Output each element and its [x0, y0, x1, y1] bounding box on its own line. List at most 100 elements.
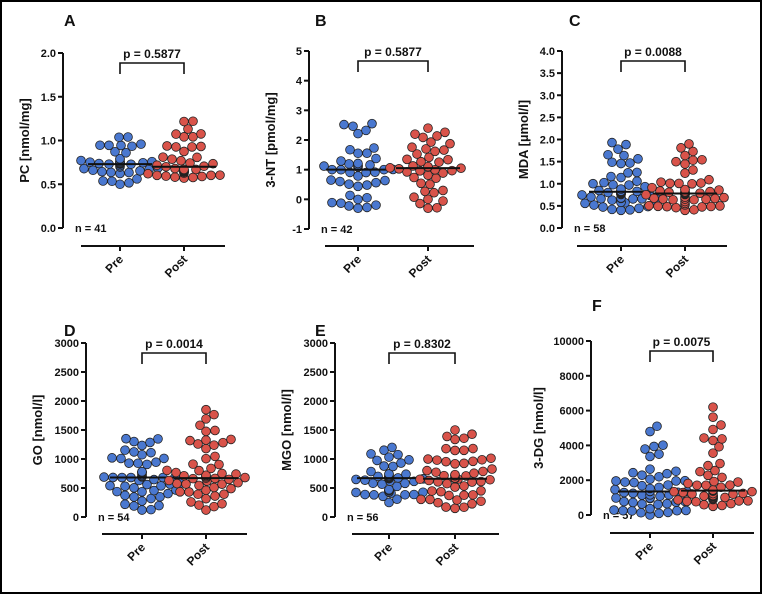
data-point-pre	[636, 507, 646, 518]
data-point-pre	[344, 201, 354, 211]
data-point-pre	[137, 486, 147, 497]
panel-label: D	[64, 323, 76, 340]
data-point-pre	[577, 190, 587, 200]
panel-label: E	[315, 323, 326, 340]
y-tick-label: 5	[296, 46, 302, 58]
significance-bracket	[141, 352, 207, 364]
data-point-pre	[645, 426, 655, 437]
y-tick-label: 1.5	[41, 92, 56, 104]
data-point-pre	[621, 139, 631, 150]
y-tick-label: 2000	[560, 475, 584, 487]
data-point-post	[687, 489, 697, 499]
data-point-post	[188, 459, 198, 469]
data-point-pre	[681, 505, 691, 516]
data-point-post	[217, 479, 227, 489]
data-point-post	[226, 483, 236, 494]
data-point-post	[431, 467, 441, 478]
data-point-pre	[619, 496, 629, 507]
y-tick-label: 1500	[55, 425, 79, 437]
data-point-post	[206, 170, 216, 181]
x-tick-label-pre: Pre	[604, 252, 628, 276]
data-point-post	[410, 129, 420, 139]
data-point-post	[440, 127, 450, 138]
data-point-post	[193, 489, 203, 500]
data-point-pre	[107, 453, 117, 463]
data-point-post	[438, 168, 448, 178]
data-point-pre	[388, 461, 398, 472]
data-point-pre	[392, 494, 402, 505]
data-point-pre	[146, 447, 156, 458]
data-point-post	[671, 202, 681, 213]
data-point-pre	[627, 506, 637, 516]
data-point-post	[217, 498, 227, 509]
data-point-post	[459, 433, 469, 444]
data-point-pre	[628, 488, 638, 499]
data-point-post	[432, 202, 442, 213]
y-tick-label: 2.0	[41, 48, 56, 60]
panel-label: B	[315, 13, 327, 30]
data-point-pre	[136, 139, 146, 149]
data-point-post	[209, 409, 219, 420]
data-point-post	[415, 198, 425, 209]
data-point-post	[436, 486, 446, 497]
data-point-pre	[121, 433, 131, 444]
data-point-post	[441, 443, 451, 454]
data-point-post	[687, 178, 697, 189]
data-point-pre	[85, 157, 95, 167]
data-point-pre	[146, 504, 156, 515]
data-point-post	[487, 464, 497, 474]
data-point-post	[450, 425, 460, 435]
data-point-pre	[129, 501, 139, 511]
y-tick-label: 8000	[560, 371, 584, 383]
data-point-post	[201, 493, 211, 504]
data-point-pre	[586, 192, 596, 202]
data-point-pre	[608, 179, 618, 190]
data-point-post	[443, 154, 453, 165]
y-tick-label: 3.5	[540, 68, 555, 80]
y-tick-label: 3	[296, 105, 302, 117]
data-point-post	[671, 156, 681, 167]
data-point-post	[427, 486, 437, 496]
data-point-pre	[76, 155, 86, 166]
data-point-post	[385, 163, 395, 173]
y-tick-label: 0.5	[41, 179, 56, 191]
data-point-post	[719, 192, 729, 203]
data-point-post	[201, 453, 211, 464]
data-point-pre	[620, 477, 630, 487]
y-tick-label: 2500	[304, 367, 328, 379]
data-point-pre	[369, 490, 379, 500]
x-tick-label-post: Post	[162, 252, 190, 280]
data-point-pre	[653, 499, 663, 510]
data-point-post	[407, 142, 417, 153]
y-tick-label: 0	[296, 194, 302, 206]
data-point-post	[703, 470, 713, 481]
data-point-pre	[145, 437, 155, 448]
data-point-post	[688, 155, 698, 166]
y-tick-label: 3.0	[540, 90, 555, 102]
data-point-pre	[124, 167, 134, 178]
data-point-post	[468, 456, 478, 467]
data-point-pre	[353, 203, 363, 214]
data-point-pre	[663, 480, 673, 490]
data-point-post	[162, 141, 172, 151]
data-point-pre	[672, 505, 682, 516]
data-point-post	[240, 472, 250, 483]
data-point-pre	[360, 489, 370, 500]
data-point-post	[226, 434, 236, 445]
data-point-pre	[598, 202, 608, 212]
data-point-pre	[351, 487, 361, 498]
data-point-pre	[629, 477, 639, 488]
data-point-pre	[655, 491, 665, 501]
data-point-pre	[159, 453, 169, 464]
data-point-post	[201, 505, 211, 515]
data-point-pre	[98, 176, 108, 186]
data-point-pre	[115, 179, 125, 190]
panel-f: F 0 2000 4000 6000 8000 10000 3-DG [nmol/l] Pre P…	[531, 298, 757, 568]
p-value-label: p = 0.0088	[624, 45, 682, 59]
data-point-pre	[625, 205, 635, 215]
data-point-pre	[142, 479, 152, 490]
data-point-pre	[607, 195, 617, 205]
data-point-pre	[353, 171, 363, 181]
data-point-post	[459, 458, 469, 469]
